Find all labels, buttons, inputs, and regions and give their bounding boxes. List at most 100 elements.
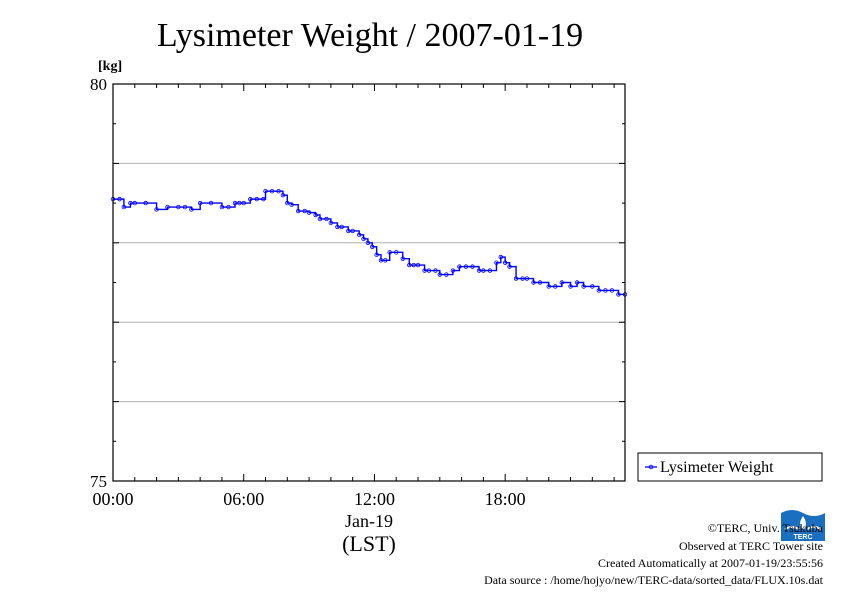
legend: Lysimeter Weight	[637, 452, 823, 482]
data-point	[182, 204, 188, 210]
legend-box	[637, 452, 823, 482]
data-point	[487, 268, 493, 273]
credit-source: Data source : /home/hojyo/new/TERC-data/…	[484, 573, 823, 587]
data-point	[226, 204, 231, 210]
data-point	[241, 200, 246, 206]
data-point	[581, 284, 586, 289]
data-point	[537, 280, 543, 285]
data-point	[197, 200, 203, 206]
data-point	[285, 200, 290, 206]
data-point	[559, 280, 565, 285]
data-point	[574, 280, 580, 285]
data-point	[365, 240, 371, 245]
data-point	[117, 196, 122, 202]
data-point	[165, 204, 170, 210]
data-point	[531, 280, 536, 285]
data-point	[437, 272, 443, 277]
data-point	[507, 264, 512, 269]
chart-title: Lysimeter Weight / 2007-01-19	[157, 17, 583, 54]
data-point	[457, 264, 462, 269]
data-point	[415, 262, 421, 268]
data-point	[295, 208, 301, 214]
data-point	[520, 276, 525, 281]
logo-text: TERC	[793, 534, 812, 541]
data-point	[276, 188, 281, 194]
data-point	[470, 264, 475, 269]
data-point	[378, 258, 384, 263]
data-point	[400, 256, 405, 261]
data-point	[609, 288, 615, 293]
data-point	[422, 268, 427, 273]
data-point	[269, 188, 275, 194]
data-point	[128, 200, 133, 206]
data-point	[590, 284, 595, 289]
x-axis-timezone-label: (LST)	[342, 531, 396, 556]
data-point	[546, 284, 551, 289]
data-point	[568, 284, 573, 289]
legend-label: Lysimeter Weight	[660, 459, 774, 476]
data-point	[328, 220, 334, 226]
x-tick-label: 12:00	[354, 489, 395, 509]
data-point	[324, 216, 329, 222]
data-point	[350, 228, 355, 234]
data-point	[603, 288, 608, 293]
x-axis-date-label: Jan-19	[345, 511, 393, 531]
data-point	[426, 268, 432, 273]
data-point	[596, 288, 602, 293]
data-point	[387, 250, 392, 255]
data-point	[383, 258, 388, 263]
data-point	[263, 188, 268, 194]
data-point	[524, 276, 530, 281]
data-point	[132, 200, 137, 206]
data-point	[237, 200, 242, 206]
x-tick-label: 18:00	[485, 489, 526, 509]
data-point	[317, 216, 323, 222]
legend-marker-swatch	[648, 464, 654, 470]
data-point	[616, 292, 621, 297]
data-point	[346, 228, 351, 234]
data-point	[121, 204, 127, 210]
data-point	[463, 264, 469, 269]
data-point	[494, 260, 499, 265]
data-point	[481, 268, 486, 273]
data-point	[394, 250, 399, 255]
data-point	[306, 210, 312, 215]
x-tick-label: 00:00	[92, 489, 133, 509]
data-point	[476, 268, 482, 273]
data-point	[219, 204, 225, 210]
series-layer	[110, 188, 628, 297]
terc-logo: TERC	[781, 503, 825, 541]
data-point	[254, 196, 259, 202]
data-point	[444, 272, 449, 277]
credit-copyright: ©TERC, Univ. Tsukuba	[707, 521, 823, 535]
data-point	[356, 232, 362, 238]
data-point	[502, 260, 508, 265]
data-point	[335, 224, 340, 230]
data-point	[143, 200, 148, 206]
data-point	[280, 192, 286, 198]
data-point	[361, 236, 366, 242]
data-point	[433, 268, 438, 273]
data-point	[411, 262, 416, 268]
y-axis-unit: [kg]	[98, 59, 122, 74]
data-point	[302, 208, 307, 214]
credit-site: Observed at TERC Tower site	[678, 539, 823, 553]
data-point	[553, 284, 558, 289]
x-tick-label: 06:00	[223, 489, 264, 509]
data-point	[498, 254, 504, 260]
data-point	[189, 207, 194, 212]
data-point	[232, 200, 238, 206]
data-point	[370, 244, 375, 249]
data-point	[450, 268, 456, 273]
data-point	[289, 202, 294, 207]
data-point	[513, 276, 519, 281]
data-point	[261, 196, 266, 202]
credit-created: Created Automatically at 2007-01-19/23:5…	[598, 556, 823, 570]
data-point	[374, 252, 379, 257]
data-point	[176, 204, 181, 210]
y-tick-label: 80	[90, 75, 107, 94]
data-point	[248, 196, 253, 202]
data-point	[339, 224, 344, 230]
